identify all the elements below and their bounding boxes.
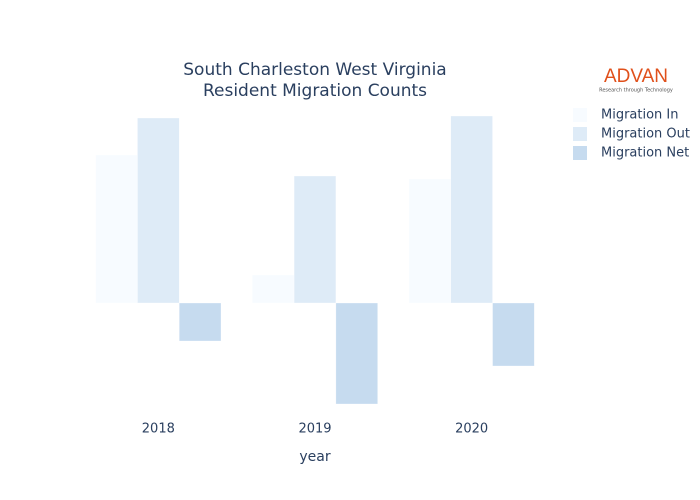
- bar: [137, 117, 180, 304]
- bar: [293, 175, 337, 304]
- logo-tagline: Research through Technology: [599, 88, 673, 94]
- x-axis-label: year: [299, 449, 330, 465]
- legend-swatch: [573, 146, 587, 160]
- bar: [492, 302, 535, 367]
- x-tick-label: 2019: [298, 422, 331, 437]
- bar: [335, 302, 378, 405]
- chart-title: South Charleston West Virginia: [183, 60, 446, 80]
- bar: [95, 154, 138, 304]
- bar: [408, 178, 452, 304]
- legend-label: Migration In: [601, 108, 679, 123]
- bar: [252, 274, 295, 304]
- bar: [178, 302, 222, 342]
- legend-label: Migration Net: [601, 146, 689, 161]
- legend-label: Migration Out: [601, 127, 690, 142]
- x-tick-label: 2018: [142, 422, 175, 437]
- bar: [450, 115, 493, 304]
- legend-swatch: [573, 127, 587, 141]
- x-tick-label: 2020: [455, 422, 488, 437]
- legend-swatch: [573, 108, 587, 122]
- logo: ADVAN: [604, 66, 668, 87]
- chart-title: Resident Migration Counts: [203, 81, 427, 101]
